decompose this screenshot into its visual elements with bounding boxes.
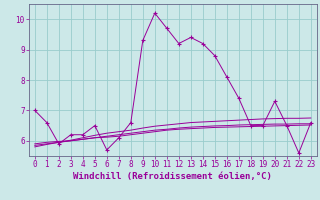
X-axis label: Windchill (Refroidissement éolien,°C): Windchill (Refroidissement éolien,°C) — [73, 172, 272, 181]
